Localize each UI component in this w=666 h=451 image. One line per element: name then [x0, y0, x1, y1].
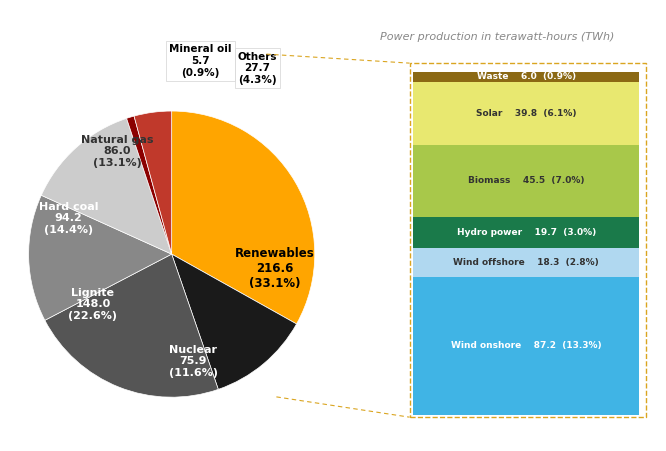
Wedge shape [134, 111, 172, 254]
Wedge shape [172, 254, 296, 389]
Bar [413, 277, 639, 415]
Text: Natural gas
86.0
(13.1%): Natural gas 86.0 (13.1%) [81, 134, 154, 168]
Bar [413, 145, 639, 216]
Wedge shape [41, 118, 172, 254]
Text: Waste    6.0  (0.9%): Waste 6.0 (0.9%) [477, 73, 575, 82]
Bar [413, 82, 639, 145]
Wedge shape [127, 116, 172, 254]
Text: Renewables
216.6
(33.1%): Renewables 216.6 (33.1%) [235, 247, 314, 290]
Text: Wind onshore    87.2  (13.3%): Wind onshore 87.2 (13.3%) [451, 341, 601, 350]
Wedge shape [172, 111, 315, 324]
Wedge shape [45, 254, 218, 397]
Text: Wind offshore    18.3  (2.8%): Wind offshore 18.3 (2.8%) [454, 258, 599, 267]
Text: Mineral oil
5.7
(0.9%): Mineral oil 5.7 (0.9%) [169, 44, 232, 78]
Text: Nuclear
75.9
(11.6%): Nuclear 75.9 (11.6%) [168, 345, 218, 378]
Text: Hard coal
94.2
(14.4%): Hard coal 94.2 (14.4%) [39, 202, 99, 235]
Text: Hydro power    19.7  (3.0%): Hydro power 19.7 (3.0%) [456, 228, 596, 237]
Text: Power production in terawatt-hours (TWh): Power production in terawatt-hours (TWh) [380, 32, 614, 41]
Wedge shape [29, 195, 172, 320]
Text: Biomass    45.5  (7.0%): Biomass 45.5 (7.0%) [468, 176, 584, 185]
Text: Lignite
148.0
(22.6%): Lignite 148.0 (22.6%) [69, 288, 117, 321]
Text: Others
27.7
(4.3%): Others 27.7 (4.3%) [238, 51, 277, 85]
Bar [413, 248, 639, 277]
Text: Solar    39.8  (6.1%): Solar 39.8 (6.1%) [476, 109, 576, 118]
Bar [413, 72, 639, 82]
Bar [413, 216, 639, 248]
